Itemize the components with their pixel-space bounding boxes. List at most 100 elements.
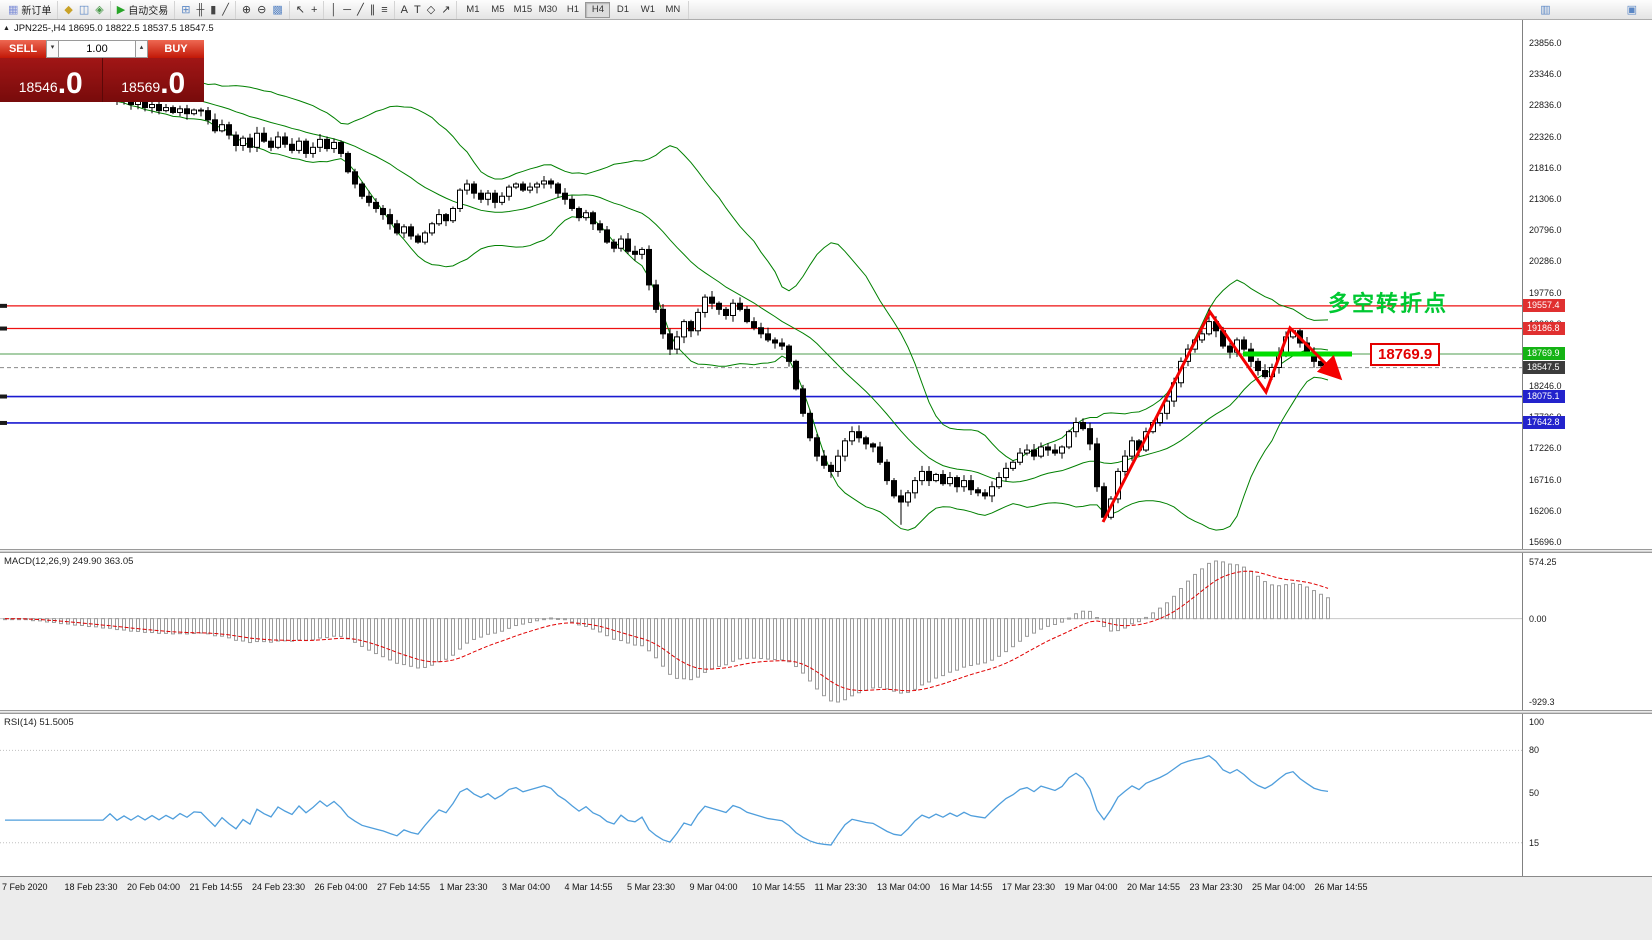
channel-icon: ∥ <box>369 3 376 16</box>
timeframe-w1[interactable]: W1 <box>635 2 660 18</box>
alerts-icon: ◈ <box>95 3 104 16</box>
red-zigzag-arrow[interactable] <box>1101 309 1343 523</box>
new-chart-button[interactable]: ▣ <box>1624 1 1640 18</box>
panel-splitter-macd[interactable] <box>0 549 1652 553</box>
shapes-icon: ◇ <box>426 3 436 16</box>
timeframe-h4[interactable]: H4 <box>585 1 611 18</box>
window-list-icon: ◫ <box>78 3 90 16</box>
text-group: A T ◇ ↗ <box>395 0 458 19</box>
time-label: 25 Mar 04:00 <box>1252 882 1306 892</box>
rsi-scale-label: 80 <box>1529 745 1540 756</box>
grid-icon: ▩ <box>272 3 283 16</box>
macd-scale-zero: 0.00 <box>1529 613 1547 624</box>
time-label: 18 Feb 23:30 <box>64 882 118 892</box>
volume-input[interactable] <box>59 40 135 58</box>
new-order-button[interactable]: ▦ 新订单 <box>5 1 54 18</box>
zoom-in-button[interactable]: ⊕ <box>239 1 254 18</box>
price-tick: 23856.0 <box>1529 38 1562 48</box>
volume-increase-button[interactable]: ▴ <box>135 40 148 58</box>
vertical-line-button[interactable]: │ <box>327 1 340 18</box>
profile-group: ◆ ◫ ◈ <box>58 0 111 19</box>
timeframe-m15[interactable]: M15 <box>510 2 535 18</box>
time-axis[interactable]: 7 Feb 2020 18 Feb 23:30 20 Feb 04:00 21 Feb… <box>0 876 1652 899</box>
price-tick: 15696.0 <box>1529 537 1562 547</box>
time-label: 4 Mar 14:55 <box>564 882 613 892</box>
label-icon: T <box>413 3 421 16</box>
buy-button[interactable]: BUY <box>148 40 204 58</box>
macd-scale-max: 574.25 <box>1529 557 1557 567</box>
cursor-button[interactable]: ↖ <box>293 1 308 18</box>
candle-chart-button[interactable]: ▮ <box>207 1 219 18</box>
zoom-out-button[interactable]: ⊖ <box>254 1 269 18</box>
collapse-panel-icon[interactable]: ▲ <box>3 25 10 32</box>
chart-profile-icon: ◆ <box>64 3 73 16</box>
auto-trading-icon: ▶ <box>116 3 126 16</box>
alerts-button[interactable]: ◈ <box>92 1 106 18</box>
new-order-icon: ▦ <box>8 3 19 16</box>
macd-signal-line <box>4 570 1329 692</box>
main-price-chart[interactable] <box>0 20 1522 549</box>
panel-splitter-rsi[interactable] <box>0 710 1652 714</box>
candle-chart-icon: ▮ <box>210 3 217 16</box>
timeframe-m30[interactable]: M30 <box>535 2 560 18</box>
macd-panel[interactable] <box>0 553 1522 710</box>
timeframe-h1[interactable]: H1 <box>560 2 585 18</box>
time-label: 3 Mar 04:00 <box>502 882 551 892</box>
rsi-scale-label: 50 <box>1529 788 1540 798</box>
trendline-button[interactable]: ╱ <box>354 1 367 18</box>
timeframe-m1[interactable]: M1 <box>460 2 485 18</box>
bar-chart-icon: ╫ <box>196 3 205 16</box>
bollinger-bands <box>4 65 1329 531</box>
timeframe-mn[interactable]: MN <box>660 2 685 18</box>
candles <box>2 64 1331 525</box>
price-tick: 21306.0 <box>1529 193 1562 204</box>
grid-button[interactable]: ▩ <box>269 1 285 18</box>
time-label: 5 Mar 23:30 <box>627 882 676 892</box>
rsi-panel[interactable] <box>0 714 1522 876</box>
timeframe-m5[interactable]: M5 <box>485 2 510 18</box>
zoom-in-icon: ⊕ <box>241 3 252 16</box>
horizontal-lines[interactable] <box>0 303 1522 425</box>
crosshair-button[interactable]: + <box>308 1 320 18</box>
arrows-button[interactable]: ↗ <box>438 1 453 18</box>
bar-chart-button[interactable]: ╫ <box>193 1 207 18</box>
sell-price[interactable]: 18546 .0 <box>0 58 103 102</box>
sell-button[interactable]: SELL <box>0 40 46 58</box>
fibonacci-icon: ≡ <box>381 3 388 16</box>
window-list-button[interactable]: ◫ <box>76 1 92 18</box>
fibonacci-button[interactable]: ≡ <box>378 1 390 18</box>
time-label: 13 Mar 04:00 <box>877 882 931 892</box>
volume-decrease-button[interactable]: ▾ <box>46 40 59 58</box>
auto-trading-button[interactable]: ▶ 自动交易 <box>114 1 171 18</box>
turning-point-annotation[interactable]: 多空转折点 <box>1328 291 1449 316</box>
price-tick: 19776.0 <box>1529 287 1562 298</box>
vertical-line-icon: │ <box>330 3 338 16</box>
horizontal-line-icon: ─ <box>343 3 352 16</box>
chart-shift-button[interactable]: ▥ <box>1537 1 1553 18</box>
price-badge: 19186.8 <box>1523 321 1565 335</box>
text-button[interactable]: A <box>398 1 411 18</box>
price-tick: 23346.0 <box>1529 69 1562 80</box>
horizontal-line-button[interactable]: ─ <box>340 1 354 18</box>
shapes-button[interactable]: ◇ <box>424 1 438 18</box>
line-chart-icon: ╱ <box>222 3 229 16</box>
price-tick: 17226.0 <box>1529 443 1562 454</box>
line-chart-button[interactable]: ╱ <box>219 1 232 18</box>
chart-profile-button[interactable]: ◆ <box>61 1 75 18</box>
buy-price[interactable]: 18569 .0 <box>103 58 205 102</box>
new-chart-icon: ▣ <box>1626 3 1637 16</box>
price-badge: 19557.4 <box>1523 298 1565 312</box>
tile-windows-button[interactable]: ⊞ <box>178 1 193 18</box>
timeframe-d1[interactable]: D1 <box>610 2 635 18</box>
price-scale[interactable]: 23856.0 23346.0 22836.0 22326.0 21816.0 21306… <box>1522 20 1652 876</box>
time-label: 26 Feb 04:00 <box>314 882 368 892</box>
price-badge: 18547.5 <box>1523 360 1565 374</box>
rsi-line <box>5 754 1329 846</box>
rsi-indicator-label: RSI(14) 51.5005 <box>4 717 74 728</box>
symbol-ohlc-line: ▲ JPN225-,H4 18695.0 18822.5 18537.5 185… <box>3 23 214 34</box>
label-button[interactable]: T <box>411 1 424 18</box>
time-label: 20 Mar 14:55 <box>1127 882 1181 892</box>
time-label: 11 Mar 23:30 <box>814 882 867 892</box>
price-tag-annotation[interactable]: 18769.9 <box>1370 343 1441 366</box>
channel-button[interactable]: ∥ <box>367 1 379 18</box>
